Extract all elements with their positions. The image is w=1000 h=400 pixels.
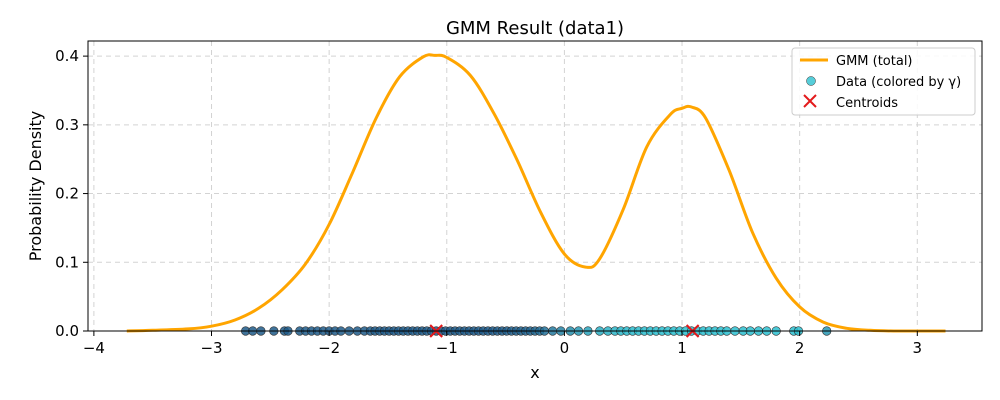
y-tick-label-2: 0.2	[55, 185, 79, 203]
legend-marker-data	[806, 76, 816, 86]
x-tick-label-3: −1	[436, 339, 458, 357]
legend-marker-centroid	[803, 94, 817, 108]
x-tick-label-0: −4	[83, 339, 105, 357]
y-axis-ticks: 0.0 0.1 0.2 0.3 0.4	[55, 47, 88, 340]
y-axis-label: Probability Density	[26, 111, 45, 262]
y-tick-label-1: 0.1	[55, 253, 79, 271]
gmm-curve-layer	[126, 53, 946, 333]
legend: GMM (total) Data (colored by γ) Centroid…	[791, 47, 976, 116]
y-tick-label-0: 0.0	[55, 322, 79, 340]
legend-label-centroids: Centroids	[836, 96, 898, 111]
y-tick-label-4: 0.4	[55, 47, 79, 65]
gmm-total-curve	[126, 53, 946, 333]
x-tick-label-5: 1	[677, 339, 687, 357]
legend-label-gmm: GMM (total)	[836, 54, 913, 69]
legend-label-data: Data (colored by γ)	[836, 75, 961, 90]
x-tick-label-1: −3	[200, 339, 222, 357]
x-tick-label-2: −2	[318, 339, 340, 357]
x-tick-label-4: 0	[560, 339, 570, 357]
chart-title: GMM Result (data1)	[446, 18, 624, 39]
legend-box	[791, 47, 976, 116]
plot-frame	[87, 40, 983, 332]
x-tick-label-6: 2	[795, 339, 805, 357]
x-axis-label: x	[530, 363, 539, 382]
x-axis-ticks: −4 −3 −2 −1 0 1 2 3	[83, 331, 922, 357]
x-tick-label-7: 3	[913, 339, 923, 357]
y-tick-label-3: 0.3	[55, 116, 79, 134]
